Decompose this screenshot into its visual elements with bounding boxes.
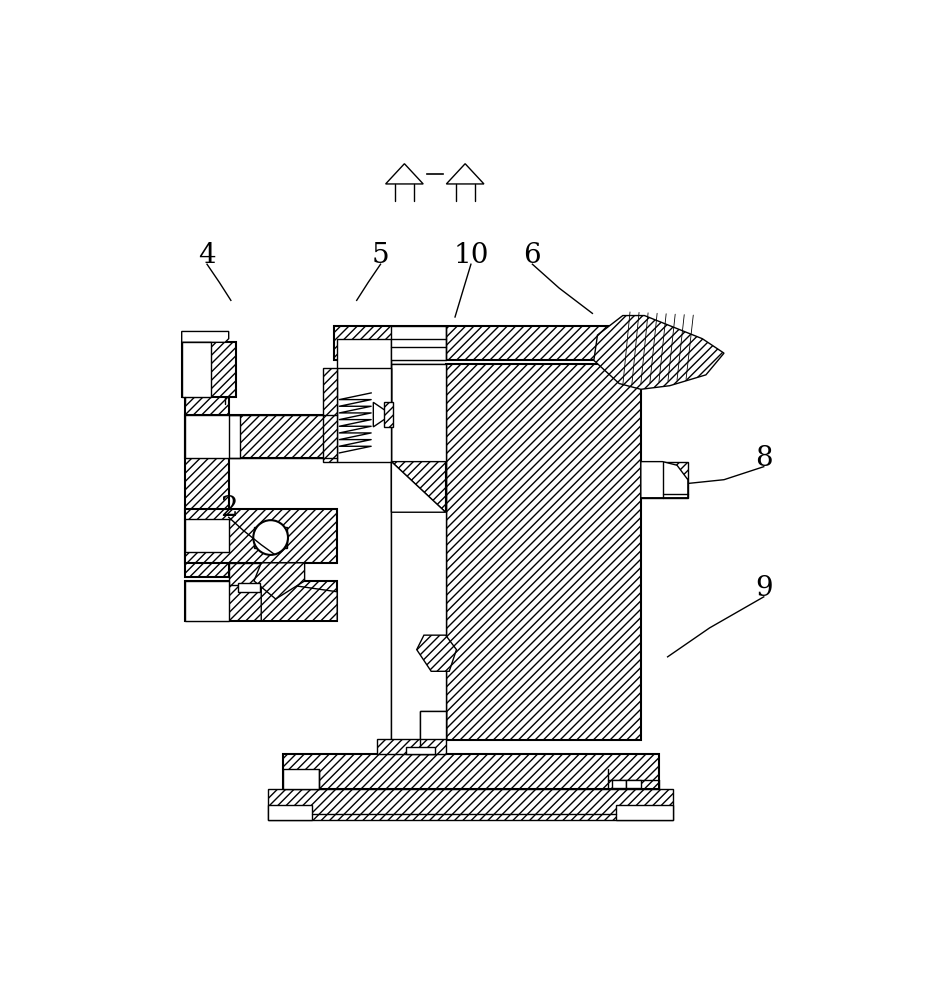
Bar	[238, 583, 259, 592]
Bar	[186, 519, 229, 552]
Bar	[337, 368, 392, 462]
Polygon shape	[182, 331, 229, 342]
Text: 8: 8	[755, 445, 773, 472]
Bar	[186, 415, 240, 458]
Polygon shape	[641, 462, 688, 498]
Polygon shape	[373, 402, 392, 427]
Text: 10: 10	[453, 242, 489, 269]
Bar	[186, 581, 337, 621]
Bar	[186, 509, 337, 563]
Bar	[626, 780, 641, 788]
Bar	[384, 402, 393, 427]
Bar	[182, 342, 211, 397]
Bar	[392, 326, 446, 360]
Polygon shape	[417, 635, 456, 671]
Bar	[182, 342, 236, 397]
Text: 2: 2	[220, 495, 238, 522]
Polygon shape	[392, 462, 446, 512]
Polygon shape	[261, 581, 337, 621]
Bar	[420, 711, 446, 739]
Text: 9: 9	[755, 575, 773, 602]
Polygon shape	[254, 563, 304, 599]
Bar	[616, 805, 674, 820]
Bar	[377, 739, 435, 754]
Bar	[283, 769, 319, 789]
Bar	[269, 805, 312, 820]
Bar	[229, 563, 269, 585]
Bar	[186, 415, 344, 458]
Bar	[406, 747, 435, 754]
Bar	[186, 581, 229, 621]
Bar	[254, 527, 287, 548]
Bar	[283, 754, 659, 789]
Polygon shape	[392, 462, 446, 512]
Polygon shape	[392, 364, 446, 740]
Bar	[186, 368, 229, 577]
Bar	[392, 364, 446, 740]
Bar	[446, 364, 641, 740]
Bar	[323, 368, 337, 462]
Circle shape	[253, 520, 288, 555]
Bar	[612, 780, 626, 788]
Bar	[334, 326, 641, 360]
Bar	[337, 339, 392, 411]
Text: 4: 4	[198, 242, 216, 269]
Bar	[269, 789, 674, 820]
Text: 6: 6	[523, 242, 541, 269]
Text: 5: 5	[371, 242, 389, 269]
Polygon shape	[594, 316, 724, 389]
Bar	[420, 711, 446, 754]
Bar	[641, 462, 688, 498]
